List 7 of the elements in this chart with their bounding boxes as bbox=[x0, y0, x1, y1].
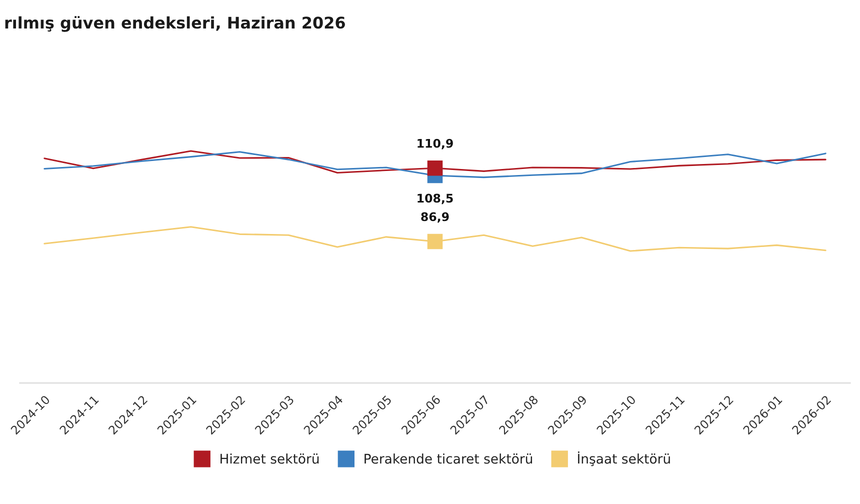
legend-label: Perakende ticaret sektörü bbox=[364, 454, 532, 464]
chart-title: rılmış güven endeksleri, Haziran 2026 bbox=[5, 16, 345, 32]
data-label: 108,5 bbox=[418, 194, 453, 204]
data-label: 110,9 bbox=[418, 138, 453, 150]
legend-label: Hizmet sektörü bbox=[220, 454, 319, 464]
legend-label: İnşaat sektörü bbox=[578, 452, 670, 466]
data-label: 86,9 bbox=[421, 212, 449, 223]
